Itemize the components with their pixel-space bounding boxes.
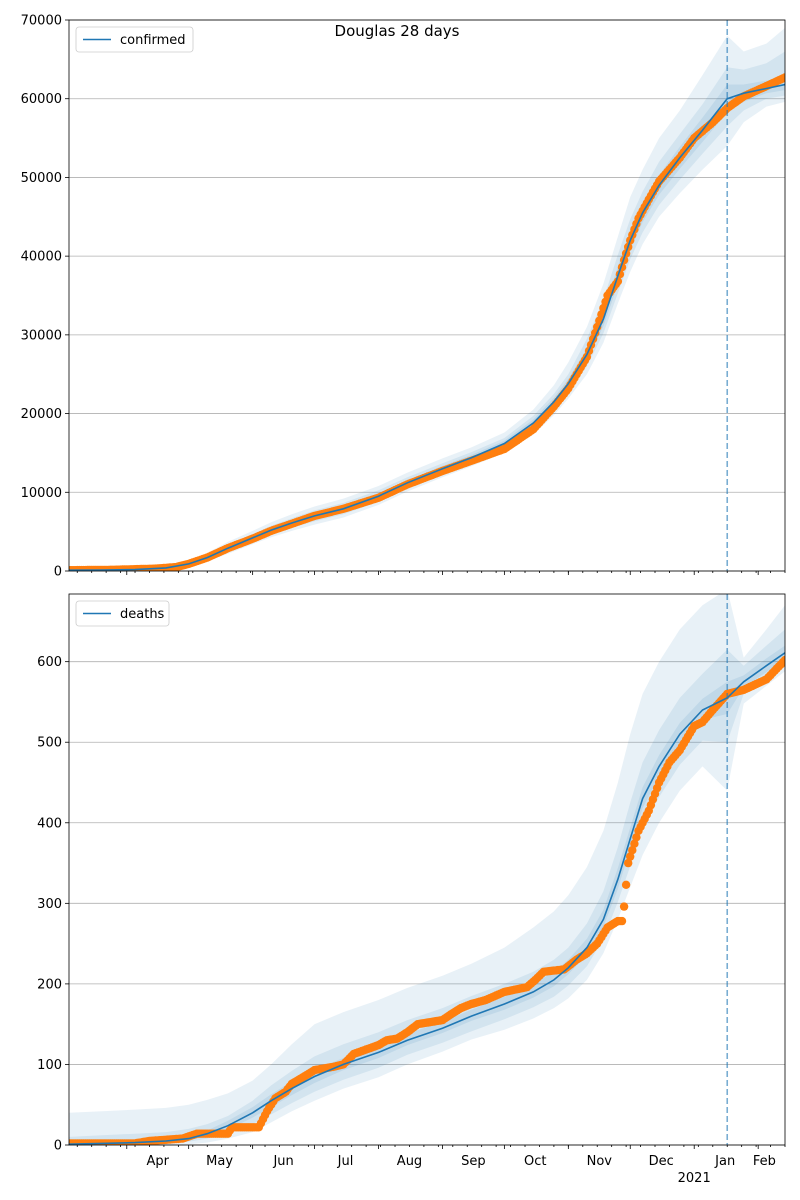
- y-tick-label: 200: [37, 977, 62, 992]
- model-line: [69, 652, 785, 1145]
- model-line: [69, 83, 785, 571]
- observed-point: [624, 858, 633, 868]
- x-tick-label: Dec: [649, 1154, 674, 1169]
- x-tick-label: Nov: [587, 1154, 613, 1169]
- y-tick-label: 10000: [21, 486, 62, 501]
- figure-title: Douglas 28 days: [335, 22, 460, 40]
- legend-box: [75, 26, 194, 53]
- observed-point: [780, 73, 785, 82]
- legend-box: [75, 600, 170, 627]
- confirmed-panel: 0 10000 20000 30000 40000 50000 60000 70000 conf…: [21, 14, 786, 580]
- y-tick-label: 70000: [21, 14, 62, 29]
- axes-frame: [68, 19, 786, 572]
- y-tick-label: 100: [37, 1058, 62, 1073]
- observed-point: [780, 655, 785, 665]
- y-tick-label: 300: [37, 897, 62, 912]
- observed-point: [601, 297, 610, 306]
- y-tick-label: 0: [54, 565, 62, 580]
- observed-point: [617, 916, 627, 926]
- y-tick-label: 500: [37, 736, 62, 751]
- deaths-panel: 0 100 200 300 400 500 600 Apr May Jun Jul Aug Sep Oct…: [37, 593, 786, 1186]
- y-tick-label: 600: [37, 655, 62, 670]
- uncertainty-band-2: [69, 51, 785, 571]
- y-tick-label: 400: [37, 816, 62, 831]
- uncertainty-band-2: [69, 629, 785, 1145]
- observed-point: [621, 880, 631, 889]
- uncertainty-band-1: [69, 27, 785, 571]
- x-tick-label: Jul: [337, 1154, 354, 1169]
- plot-area: [69, 27, 785, 571]
- observed-point: [626, 852, 635, 861]
- x-tick-label: Oct: [524, 1154, 546, 1169]
- x-tick-label: Sep: [461, 1154, 486, 1169]
- legend: deaths: [75, 600, 170, 627]
- x-tick-label: Jan: [714, 1154, 735, 1169]
- y-tick-label: 50000: [21, 171, 62, 186]
- y-tick-label: 40000: [21, 250, 62, 265]
- legend: confirmed: [75, 26, 194, 53]
- x-tick-label: May: [206, 1154, 233, 1169]
- observed-point: [630, 839, 639, 848]
- observed-point: [599, 303, 608, 313]
- y-tick-label: 0: [54, 1139, 62, 1154]
- legend-label: deaths: [120, 607, 165, 622]
- y-tick-label: 60000: [21, 92, 62, 107]
- axes-frame: [68, 593, 786, 1146]
- x-year-label: 2021: [678, 1171, 711, 1186]
- y-tick-label: 30000: [21, 328, 62, 343]
- x-tick-label: Jun: [272, 1154, 293, 1169]
- legend-label: confirmed: [120, 33, 186, 48]
- observed-point: [628, 846, 637, 855]
- x-tick-label: Apr: [146, 1154, 169, 1169]
- x-tick-label: Feb: [753, 1154, 776, 1169]
- observed-point: [619, 902, 629, 911]
- uncertainty-band-3: [69, 76, 785, 571]
- uncertainty-band-1: [69, 594, 785, 1145]
- y-tick-label: 20000: [21, 407, 62, 422]
- uncertainty-band-3: [69, 645, 785, 1145]
- x-tick-label: Aug: [397, 1154, 422, 1169]
- observed-point: [632, 833, 641, 842]
- plot-area: [69, 594, 785, 1145]
